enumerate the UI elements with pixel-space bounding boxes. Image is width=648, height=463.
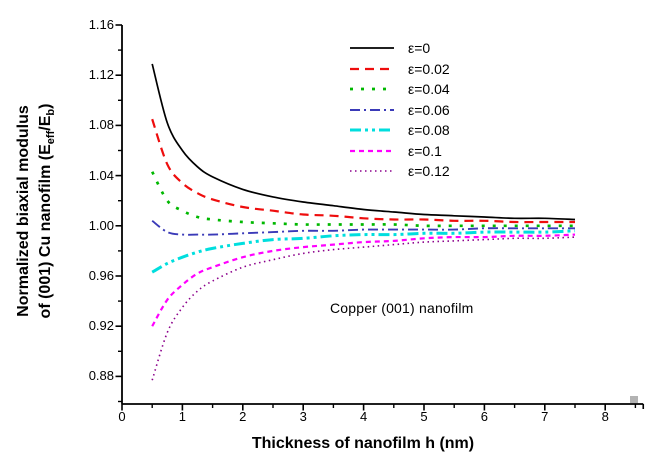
legend-row-1: ε=0.02 — [349, 59, 450, 80]
axis-end-artifact — [630, 396, 638, 403]
y-tick-label: 0.88 — [88, 368, 114, 384]
legend: ε=0 ε=0.02 ε=0.04 ε=0.06 ε=0.08 ε=0.1 ε=0.12 — [349, 38, 450, 182]
legend-line-sample — [350, 67, 394, 70]
y-axis-title-line2: of (001) Cu nanofilm (Eeff/Eb) — [37, 103, 58, 319]
y-tick-label: 1.16 — [88, 17, 114, 32]
legend-label: ε=0 — [408, 40, 431, 57]
legend-row-2: ε=0.04 — [349, 79, 450, 100]
legend-label: ε=0.02 — [408, 60, 450, 77]
y-tick-label: 1.00 — [88, 217, 114, 233]
legend-label: ε=0.08 — [408, 122, 450, 139]
x-tick-label: 2 — [239, 409, 247, 424]
y-axis-title-line1: Normalized biaxial modulus — [15, 105, 32, 317]
y-tick-label: 0.96 — [88, 267, 114, 283]
legend-line-sample — [350, 108, 394, 111]
legend-row-4: ε=0.08 — [349, 120, 450, 141]
annotation-copper-nanofilm: Copper (001) nanofilm — [330, 300, 474, 316]
y-tick-label: 1.08 — [88, 117, 114, 133]
x-tick-label: 4 — [359, 409, 368, 424]
series-path-3 — [151, 220, 575, 236]
y-tick-label: 1.12 — [88, 67, 114, 83]
y-axis-title: Normalized biaxial modulus of (001) Cu na… — [13, 0, 62, 422]
legend-row-0: ε=0 — [349, 38, 450, 59]
legend-label: ε=0.06 — [408, 101, 450, 118]
x-tick-label: 6 — [480, 409, 488, 424]
legend-line-sample — [350, 87, 394, 91]
x-tick-label: 1 — [178, 409, 186, 424]
series-path-6 — [151, 236, 576, 381]
series-path-1 — [151, 118, 575, 224]
legend-row-3: ε=0.06 — [349, 100, 450, 121]
series-path-4 — [151, 229, 576, 274]
x-tick-label: 3 — [299, 409, 307, 424]
x-tick-label: 7 — [541, 409, 549, 424]
legend-line-sample — [350, 47, 394, 50]
legend-row-6: ε=0.12 — [349, 161, 450, 182]
y-tick-label: 1.04 — [88, 167, 114, 183]
legend-label: ε=0.04 — [408, 81, 450, 98]
legend-line-sample — [350, 170, 394, 173]
legend-line-sample — [350, 149, 394, 152]
series-path-2 — [150, 171, 575, 228]
y-tick-label: 0.92 — [88, 318, 114, 334]
series-path-5 — [151, 233, 576, 327]
x-tick-label: 0 — [118, 409, 126, 424]
legend-line-sample — [350, 128, 394, 132]
x-tick-label: 5 — [420, 409, 428, 424]
legend-row-5: ε=0.1 — [349, 141, 450, 162]
x-tick-label: 8 — [601, 409, 609, 424]
legend-label: ε=0.1 — [408, 142, 442, 159]
legend-label: ε=0.12 — [408, 163, 450, 180]
x-axis-title: Thickness of nanofilm h (nm) — [251, 435, 475, 452]
series-path-0 — [151, 63, 576, 221]
